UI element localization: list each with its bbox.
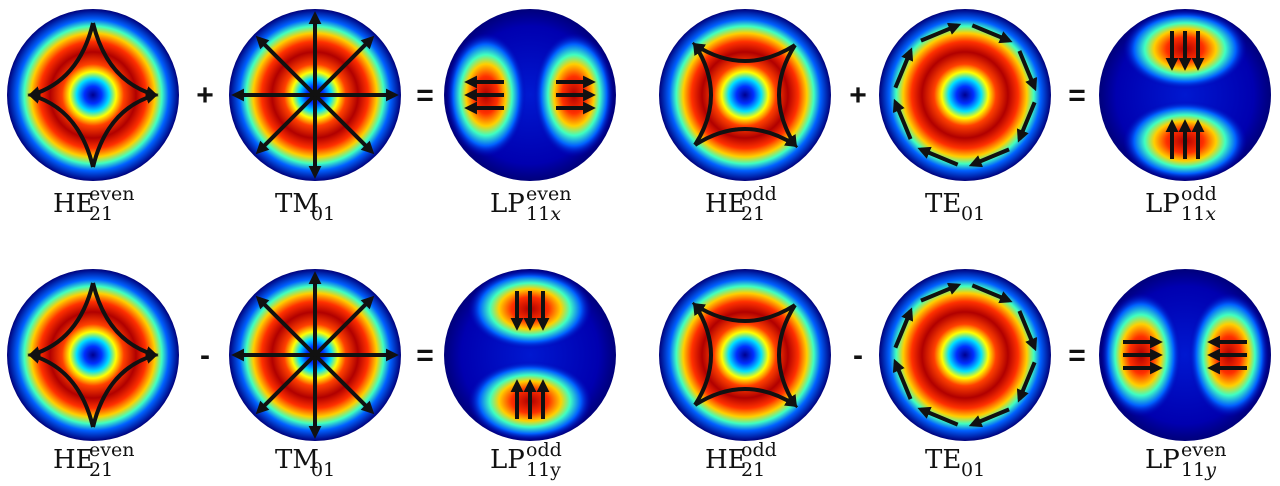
mode-panel bbox=[229, 9, 401, 181]
mode-label: HE21odd bbox=[705, 439, 777, 481]
operator: + bbox=[196, 79, 214, 112]
mode-disk bbox=[659, 269, 831, 441]
figure: HE21evenTM01LP11xevenHE21oddTE01LP11xodd… bbox=[0, 0, 1280, 486]
operator: - bbox=[853, 339, 863, 372]
label-sup: even bbox=[89, 439, 134, 461]
operator: - bbox=[200, 339, 210, 372]
label-sub: 01 bbox=[311, 203, 335, 225]
label-base: TE bbox=[925, 189, 961, 219]
label-sub: 21 bbox=[741, 459, 765, 481]
label-sub: 21 bbox=[89, 459, 113, 481]
label-sup: odd bbox=[741, 439, 777, 461]
label-sup: odd bbox=[1181, 183, 1217, 205]
mode-label: TE01 bbox=[925, 445, 985, 481]
label-sub: 01 bbox=[961, 203, 985, 225]
mode-panel bbox=[1099, 269, 1271, 441]
mode-label: HE21odd bbox=[705, 183, 777, 225]
mode-disk bbox=[879, 9, 1051, 181]
label-sub: 11y bbox=[526, 459, 561, 481]
mode-panel bbox=[444, 9, 616, 181]
mode-disk bbox=[879, 269, 1051, 441]
operator: = bbox=[416, 79, 434, 112]
label-base: LP bbox=[1145, 189, 1180, 219]
label-sub-var: x bbox=[550, 203, 561, 225]
mode-panel bbox=[444, 269, 616, 441]
label-sub-var: x bbox=[1205, 203, 1216, 225]
mode-panel bbox=[659, 269, 831, 441]
mode-panel bbox=[1099, 9, 1271, 181]
label-base: LP bbox=[490, 189, 525, 219]
operator: = bbox=[1068, 339, 1086, 372]
label-sup: even bbox=[526, 183, 571, 205]
label-sup: even bbox=[1181, 439, 1226, 461]
label-sub: 01 bbox=[961, 459, 985, 481]
mode-label: LP11xeven bbox=[490, 183, 571, 225]
label-sub: 11 bbox=[1181, 459, 1205, 481]
mode-label: HE21even bbox=[53, 183, 134, 225]
label-base: TE bbox=[925, 445, 961, 475]
mode-panel bbox=[879, 9, 1051, 181]
mode-panel bbox=[7, 269, 179, 441]
operator: = bbox=[416, 339, 434, 372]
mode-label: TE01 bbox=[925, 189, 985, 225]
label-sub: 21 bbox=[89, 203, 113, 225]
label-sub: 01 bbox=[311, 459, 335, 481]
label-sup: odd bbox=[741, 183, 777, 205]
mode-panel bbox=[879, 269, 1051, 441]
mode-label: LP11yodd bbox=[490, 439, 562, 481]
label-sub-var: y bbox=[1204, 459, 1216, 481]
operator: = bbox=[1068, 79, 1086, 112]
mode-label: LP11xodd bbox=[1145, 183, 1217, 225]
label-sub: 21 bbox=[741, 203, 765, 225]
mode-panel bbox=[229, 269, 401, 441]
label-sup: even bbox=[89, 183, 134, 205]
mode-disk bbox=[659, 9, 831, 181]
label-base: LP bbox=[1145, 445, 1180, 475]
mode-panel bbox=[659, 9, 831, 181]
label-sup: odd bbox=[526, 439, 562, 461]
label-sub: 11 bbox=[1181, 203, 1205, 225]
operator: + bbox=[849, 79, 867, 112]
mode-panel bbox=[7, 9, 179, 181]
mode-label: LP11yeven bbox=[1145, 439, 1226, 481]
mode-label: HE21even bbox=[53, 439, 134, 481]
mode-label: TM01 bbox=[275, 189, 335, 225]
label-sub: 11 bbox=[526, 203, 550, 225]
mode-label: TM01 bbox=[275, 445, 335, 481]
label-base: LP bbox=[490, 445, 525, 475]
